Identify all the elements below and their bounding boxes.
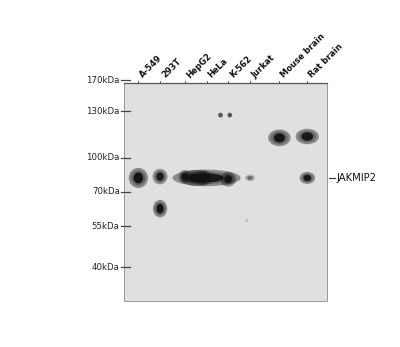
Ellipse shape (185, 172, 207, 184)
Ellipse shape (296, 129, 319, 144)
Text: 55kDa: 55kDa (92, 221, 120, 230)
Text: 100kDa: 100kDa (86, 153, 120, 162)
Ellipse shape (302, 174, 313, 183)
Text: Rat brain: Rat brain (307, 42, 345, 80)
Ellipse shape (190, 174, 224, 183)
Ellipse shape (246, 175, 254, 180)
Ellipse shape (181, 172, 232, 184)
Ellipse shape (268, 129, 290, 146)
Ellipse shape (188, 174, 203, 182)
Ellipse shape (245, 219, 248, 222)
Ellipse shape (134, 172, 143, 184)
Ellipse shape (172, 170, 241, 186)
Ellipse shape (156, 172, 164, 181)
Text: 40kDa: 40kDa (92, 263, 120, 272)
Ellipse shape (304, 175, 311, 181)
Ellipse shape (195, 170, 212, 186)
Text: Jurkat: Jurkat (250, 53, 276, 80)
Text: HeLa: HeLa (206, 57, 230, 80)
Ellipse shape (154, 171, 166, 183)
Text: HepG2: HepG2 (185, 51, 213, 80)
Ellipse shape (153, 200, 167, 217)
Ellipse shape (129, 168, 148, 188)
Ellipse shape (228, 113, 232, 118)
Ellipse shape (298, 131, 316, 142)
Text: 170kDa: 170kDa (86, 76, 120, 85)
Ellipse shape (271, 132, 288, 144)
Text: Mouse brain: Mouse brain (279, 32, 327, 80)
Text: A-549: A-549 (138, 54, 164, 80)
Ellipse shape (248, 176, 252, 180)
Ellipse shape (300, 172, 315, 184)
Ellipse shape (153, 169, 168, 184)
Ellipse shape (302, 132, 313, 141)
Text: 293T: 293T (160, 57, 183, 80)
Ellipse shape (197, 172, 210, 184)
Ellipse shape (274, 133, 285, 142)
Ellipse shape (182, 173, 188, 180)
Ellipse shape (131, 170, 146, 185)
Ellipse shape (199, 174, 208, 182)
Text: K-562: K-562 (228, 54, 254, 80)
Ellipse shape (218, 113, 223, 118)
Text: 70kDa: 70kDa (92, 187, 120, 196)
Ellipse shape (155, 202, 165, 215)
Ellipse shape (245, 175, 255, 181)
Ellipse shape (181, 170, 210, 186)
Ellipse shape (224, 175, 232, 183)
Text: JAKMIP2: JAKMIP2 (336, 173, 376, 183)
Ellipse shape (180, 171, 190, 181)
Ellipse shape (179, 170, 191, 183)
Ellipse shape (156, 204, 164, 213)
Ellipse shape (222, 174, 234, 185)
Ellipse shape (220, 172, 236, 187)
Bar (124, 83, 328, 301)
Text: 130kDa: 130kDa (86, 107, 120, 116)
